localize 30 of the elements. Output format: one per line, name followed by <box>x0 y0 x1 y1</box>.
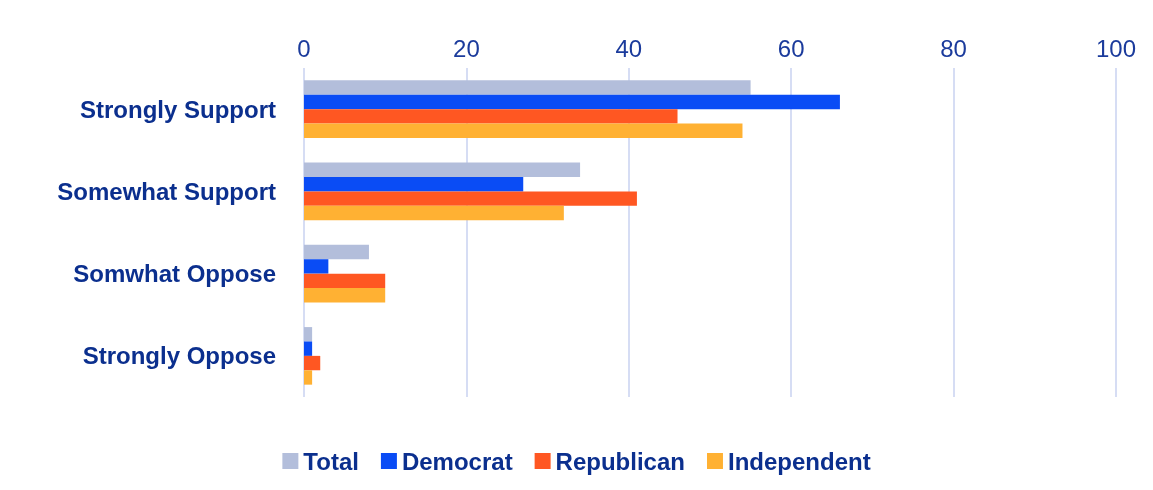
legend-label: Independent <box>727 447 871 475</box>
bar <box>304 109 678 124</box>
bar <box>304 191 637 206</box>
bar <box>304 355 321 371</box>
legend-label: Democrat <box>401 447 513 475</box>
y-tick-label: Somewhat Support <box>57 177 277 205</box>
bar <box>304 259 329 274</box>
bar <box>304 341 313 356</box>
y-tick-label: Strongly Support <box>80 95 277 123</box>
legend-label: Republican <box>555 447 685 475</box>
bar <box>304 288 386 303</box>
bar <box>304 205 564 221</box>
bar <box>304 162 581 177</box>
bar <box>304 176 524 192</box>
x-tick-label: 100 <box>1095 34 1137 62</box>
bar <box>304 94 840 110</box>
x-tick-label: 40 <box>615 34 643 62</box>
x-tick-label: 20 <box>453 34 480 62</box>
legend-label: Total <box>303 447 359 475</box>
y-tick-label: Somwhat Oppose <box>73 260 276 288</box>
bar <box>304 273 386 289</box>
bar <box>304 80 751 95</box>
bar <box>304 370 313 385</box>
bar <box>304 123 743 138</box>
x-tick-label: 60 <box>777 34 805 62</box>
x-tick-label: 0 <box>297 34 311 62</box>
bar <box>304 244 369 260</box>
x-tick-label: 80 <box>940 34 967 62</box>
y-tick-label: Strongly Oppose <box>82 342 276 370</box>
bar <box>304 327 313 342</box>
